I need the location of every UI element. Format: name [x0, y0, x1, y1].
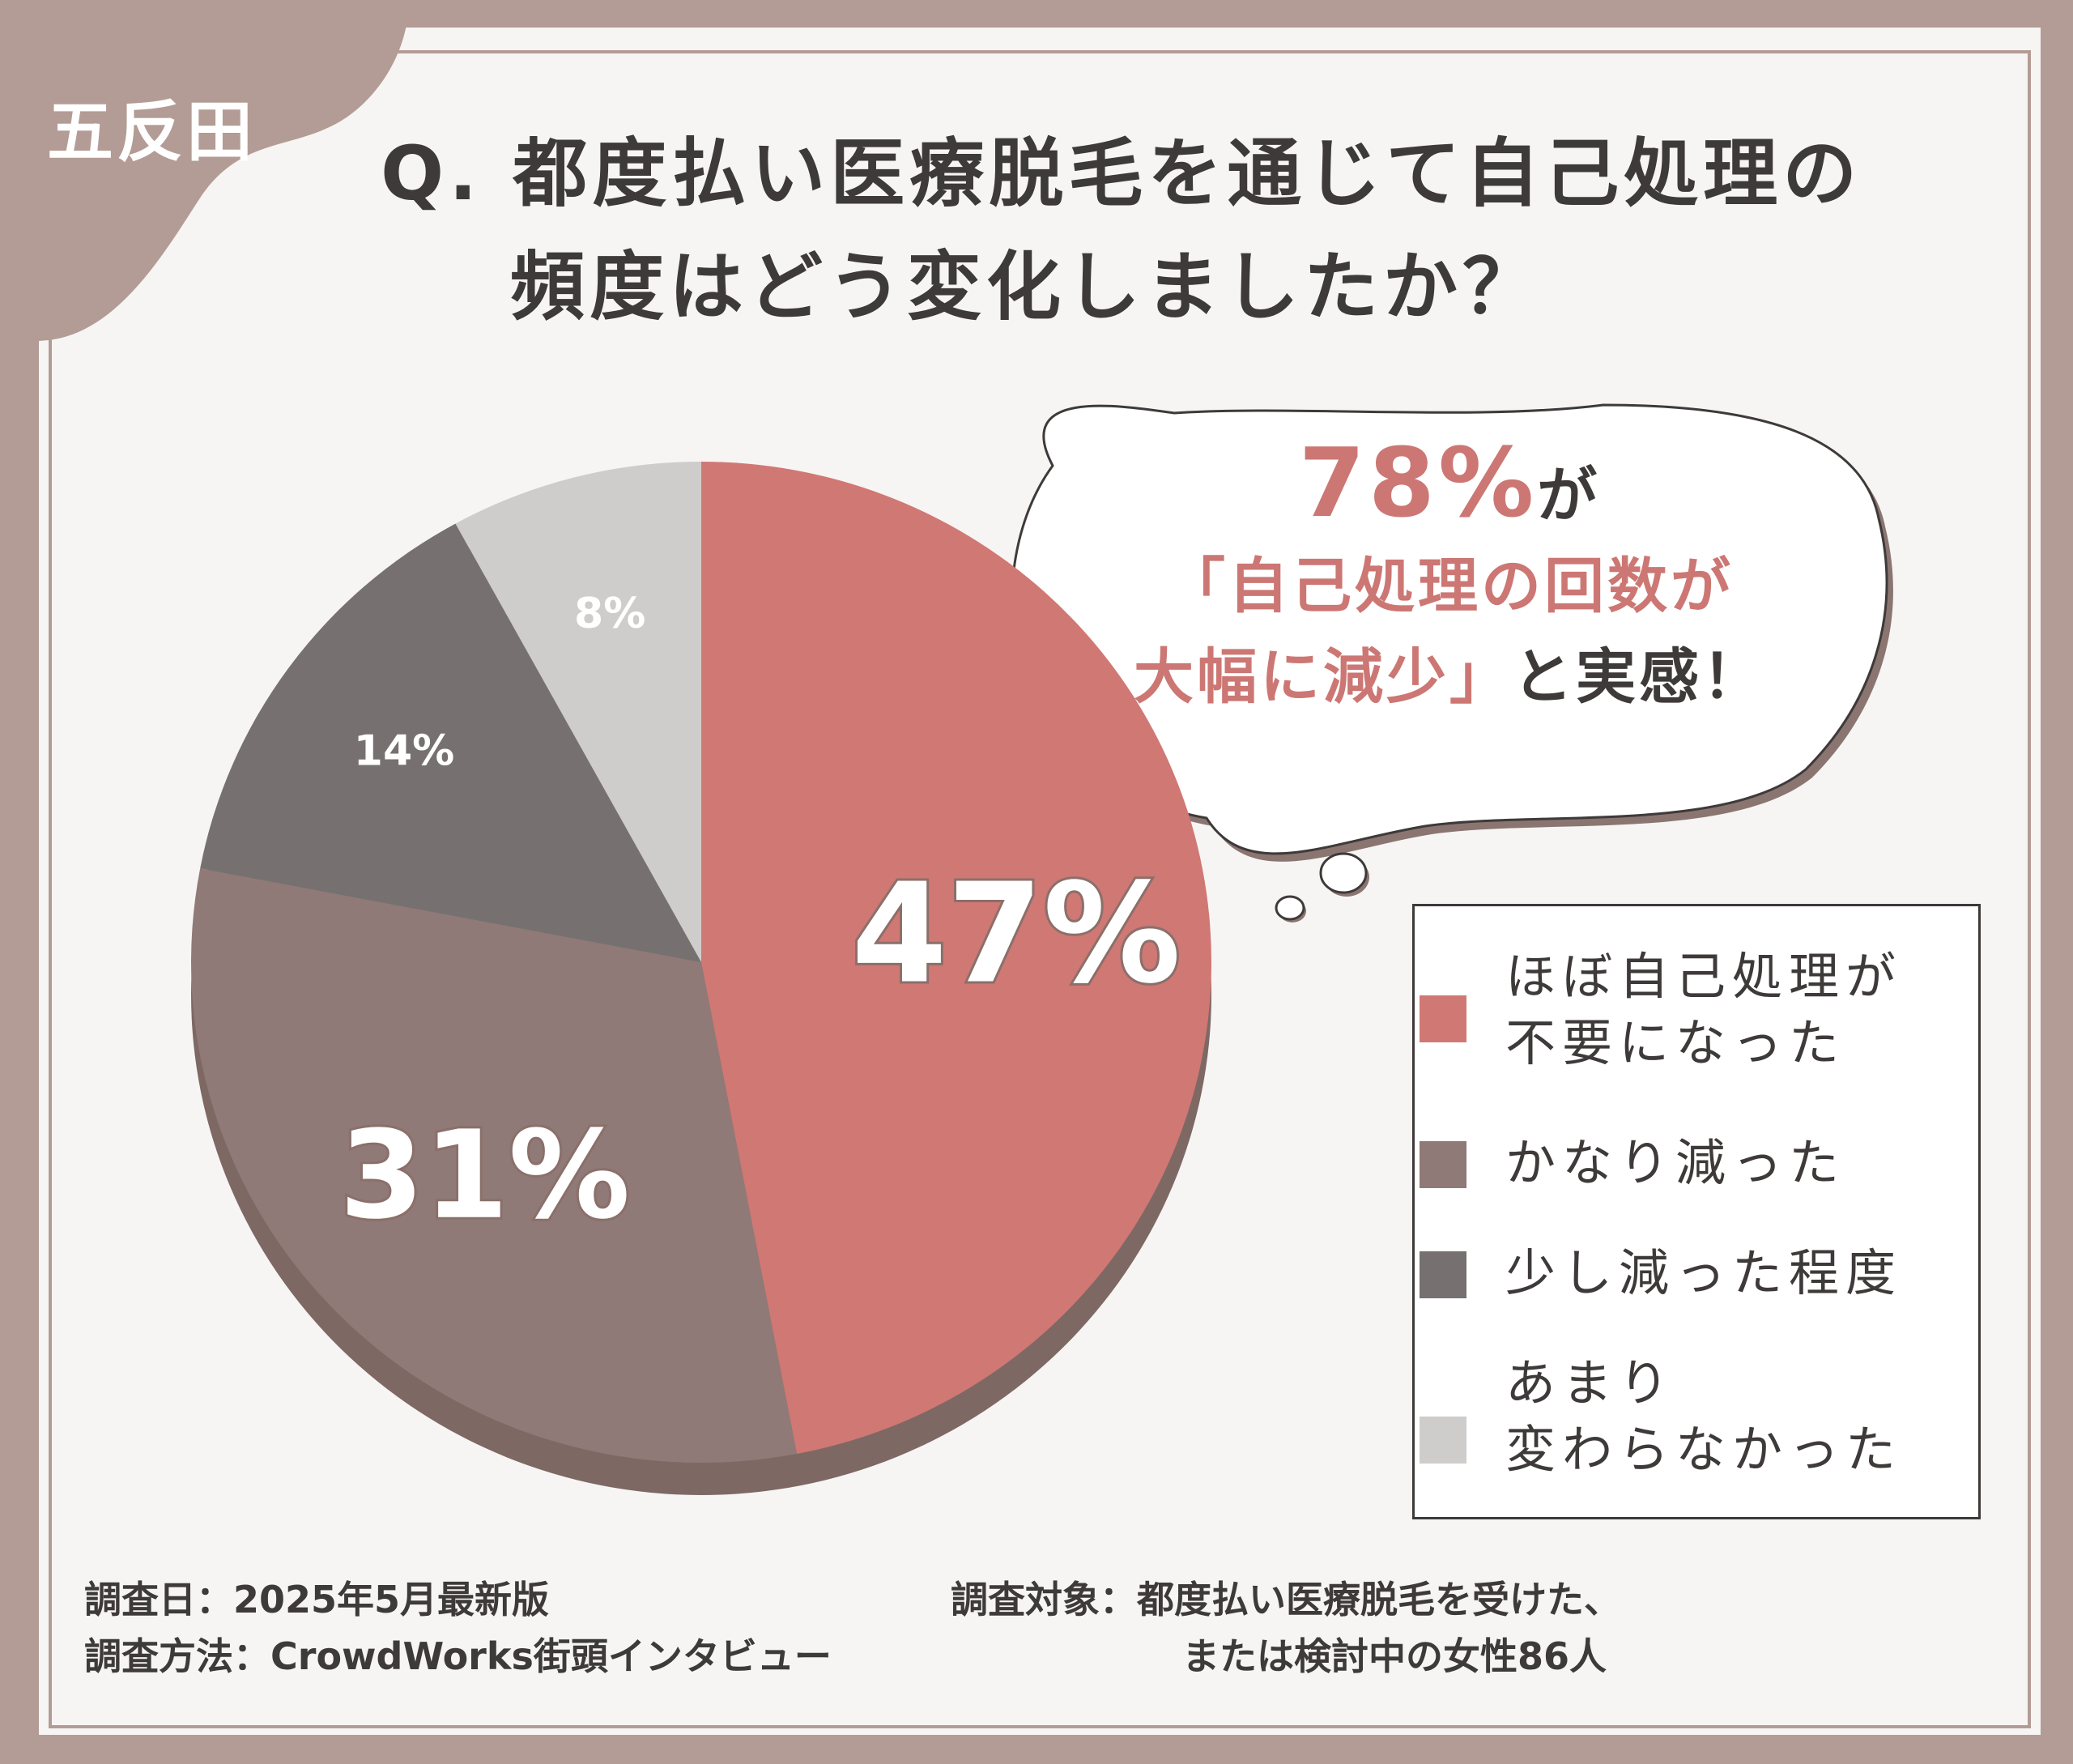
question-title-line-2: 頻度はどう変化しましたか？ [510, 244, 1543, 330]
survey-date: 調査日：2025年5月最新版 [84, 1578, 550, 1621]
chart-legend: ほぼ自己処理が 不要になった かなり減った 少し減った程度 あまり 変わらなかっ… [1412, 904, 1981, 1519]
survey-info-left: 調査日：2025年5月最新版 調査方法：CrowdWorks街頭インタビュー [84, 1571, 832, 1685]
legend-label-line-2: 不要になった [1505, 1013, 1846, 1072]
callout-line-3-dark: と実感！ [1513, 642, 1765, 712]
pie-label-1: 47% [851, 854, 1181, 1014]
callout-text: 78%が 「自己処理の回数が 大幅に減少」と実感！ [1020, 435, 1879, 722]
pie-slice-1 [701, 462, 1211, 1455]
legend-swatch [1420, 1141, 1466, 1188]
legend-label-line-2: 変わらなかった [1505, 1420, 1903, 1479]
speech-bubble [1010, 403, 1893, 922]
pie-label-3: 14% [354, 727, 454, 776]
survey-info-right: 調査対象：都度払い医療脱毛を受けた、 または検討中の女性86人 [951, 1571, 1621, 1685]
location-badge: 五反田 [47, 94, 257, 171]
callout-line-3-accent: 大幅に減少」 [1134, 642, 1513, 712]
pie-slice-2 [190, 868, 798, 1463]
pie-slice-4 [455, 462, 701, 962]
legend-label-line-1: ほぼ自己処理が [1505, 947, 1903, 1006]
pie-label-2: 31% [339, 1106, 630, 1246]
question-title-line-1: Q. 都度払い医療脱毛を通じて自己処理の [381, 130, 1862, 217]
legend-label: かなり減った [1505, 1133, 1846, 1192]
legend-label: 少し減った程度 [1505, 1243, 1903, 1302]
corner-badge-shape [0, 0, 409, 344]
legend-swatch [1420, 995, 1466, 1042]
legend-label-line-1: あまり [1505, 1353, 1676, 1412]
survey-target-line-1: 調査対象：都度払い医療脱毛を受けた、 [951, 1578, 1621, 1621]
callout-percent: 78% [1298, 427, 1538, 539]
card-border [49, 50, 2031, 1728]
pie-slice-3 [200, 523, 701, 962]
legend-swatch [1420, 1417, 1466, 1464]
callout-particle: が [1537, 461, 1601, 530]
survey-target-line-2: または検討中の女性86人 [1182, 1634, 1607, 1678]
pie-label-4: 8% [574, 590, 645, 638]
survey-method: 調査方法：CrowdWorks街頭インタビュー [84, 1634, 832, 1678]
callout-line-2: 「自己処理の回数が [1165, 552, 1734, 621]
legend-swatch [1420, 1251, 1466, 1298]
